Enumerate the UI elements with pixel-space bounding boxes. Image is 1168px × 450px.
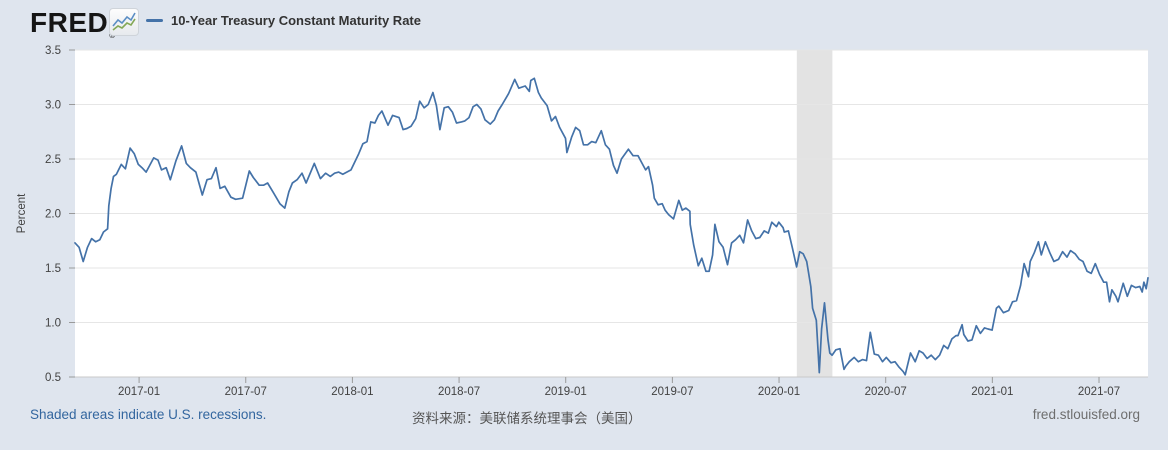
y-tick-label: 3.0	[45, 100, 61, 112]
y-axis-title: Percent	[16, 193, 28, 233]
fred-wordmark: FRED	[30, 7, 109, 38]
x-tick-label: 2019-01	[545, 386, 587, 398]
x-tick-label: 2020-01	[758, 386, 800, 398]
legend-line-swatch	[146, 19, 163, 22]
y-tick-label: 1.5	[45, 263, 61, 275]
y-tick-label: 2.0	[45, 209, 61, 221]
series-legend: 10-Year Treasury Constant Maturity Rate	[146, 13, 421, 28]
x-tick-label: 2018-07	[438, 386, 480, 398]
y-tick-label: 3.5	[45, 45, 61, 57]
fred-logo: FRED®	[30, 7, 115, 40]
x-tick-label: 2021-01	[971, 386, 1013, 398]
x-tick-label: 2020-07	[865, 386, 907, 398]
x-tick-label: 2021-07	[1078, 386, 1120, 398]
series-line	[74, 77, 1149, 376]
x-tick-label: 2017-07	[225, 386, 267, 398]
legend-series-label: 10-Year Treasury Constant Maturity Rate	[171, 13, 421, 28]
fred-site-label: fred.stlouisfed.org	[1032, 407, 1140, 422]
y-tick-label: 0.5	[45, 372, 61, 384]
x-tick-label: 2019-07	[651, 386, 693, 398]
data-source-note: 资料来源：美联储系统理事会（美国）	[412, 411, 642, 426]
recession-note: Shaded areas indicate U.S. recessions.	[30, 407, 267, 422]
y-tick-label: 1.0	[45, 318, 61, 330]
x-tick-label: 2017-01	[118, 386, 160, 398]
x-tick-label: 2018-01	[331, 386, 373, 398]
chart-header: FRED® 10-Year Treasury Constant Maturity…	[0, 0, 1168, 46]
fred-sparkline-icon	[109, 8, 139, 36]
y-tick-label: 2.5	[45, 154, 61, 166]
